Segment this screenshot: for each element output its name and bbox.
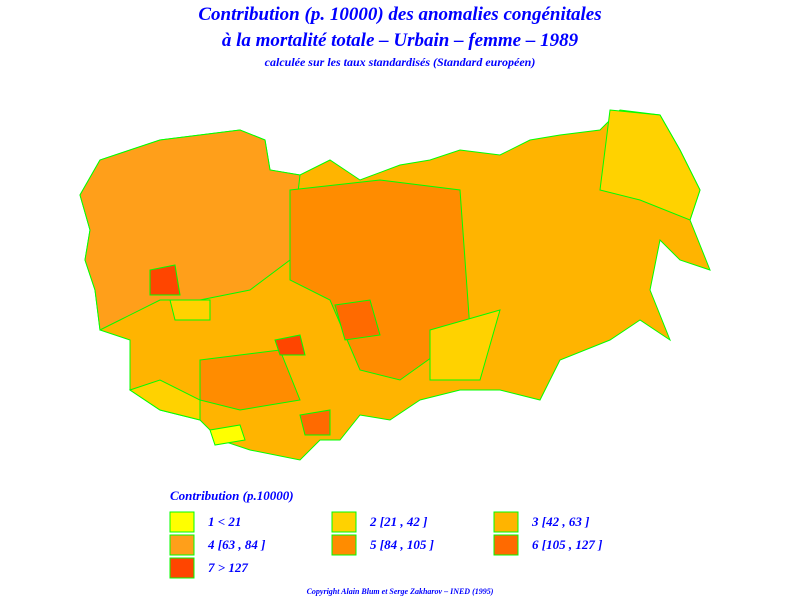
region: [128, 379, 201, 421]
legend-swatch: [331, 511, 357, 533]
region: [199, 349, 301, 411]
region: [274, 334, 306, 356]
legend-swatch: [169, 534, 195, 556]
region: [289, 179, 471, 381]
copyright: Copyright Alain Blum et Serge Zakharov –…: [307, 587, 494, 596]
legend-label: 2 [21 , 42 ]: [369, 514, 427, 529]
region: [209, 424, 246, 446]
title-line: Contribution (p. 10000) des anomalies co…: [198, 4, 602, 25]
region: [169, 299, 211, 321]
legend-swatch: [331, 534, 357, 556]
legend-swatch: [169, 511, 195, 533]
legend-label: 7 > 127: [208, 560, 248, 575]
legend-swatch: [493, 534, 519, 556]
subtitle: calculée sur les taux standardisés (Stan…: [264, 55, 536, 69]
legend-swatch: [493, 511, 519, 533]
legend-label: 5 [84 , 105 ]: [370, 537, 434, 552]
region: [599, 109, 701, 221]
legend-swatch: [169, 557, 195, 579]
legend-label: 4 [63 , 84 ]: [207, 537, 265, 552]
region: [149, 264, 181, 296]
legend-label: 3 [42 , 63 ]: [531, 514, 589, 529]
legend-title: Contribution (p.10000): [170, 488, 294, 503]
map-regions: [79, 109, 711, 461]
legend-label: 1 < 21: [208, 514, 241, 529]
region: [299, 409, 331, 436]
title-line: à la mortalité totale – Urbain – femme –…: [221, 30, 579, 51]
legend-label: 6 [105 , 127 ]: [532, 537, 602, 552]
region: [429, 309, 501, 381]
region: [334, 299, 381, 341]
legend: 1 < 21 2 [21 , 42 ] 3 [42 , 63 ] 4 [63 , 84…: [169, 511, 602, 579]
